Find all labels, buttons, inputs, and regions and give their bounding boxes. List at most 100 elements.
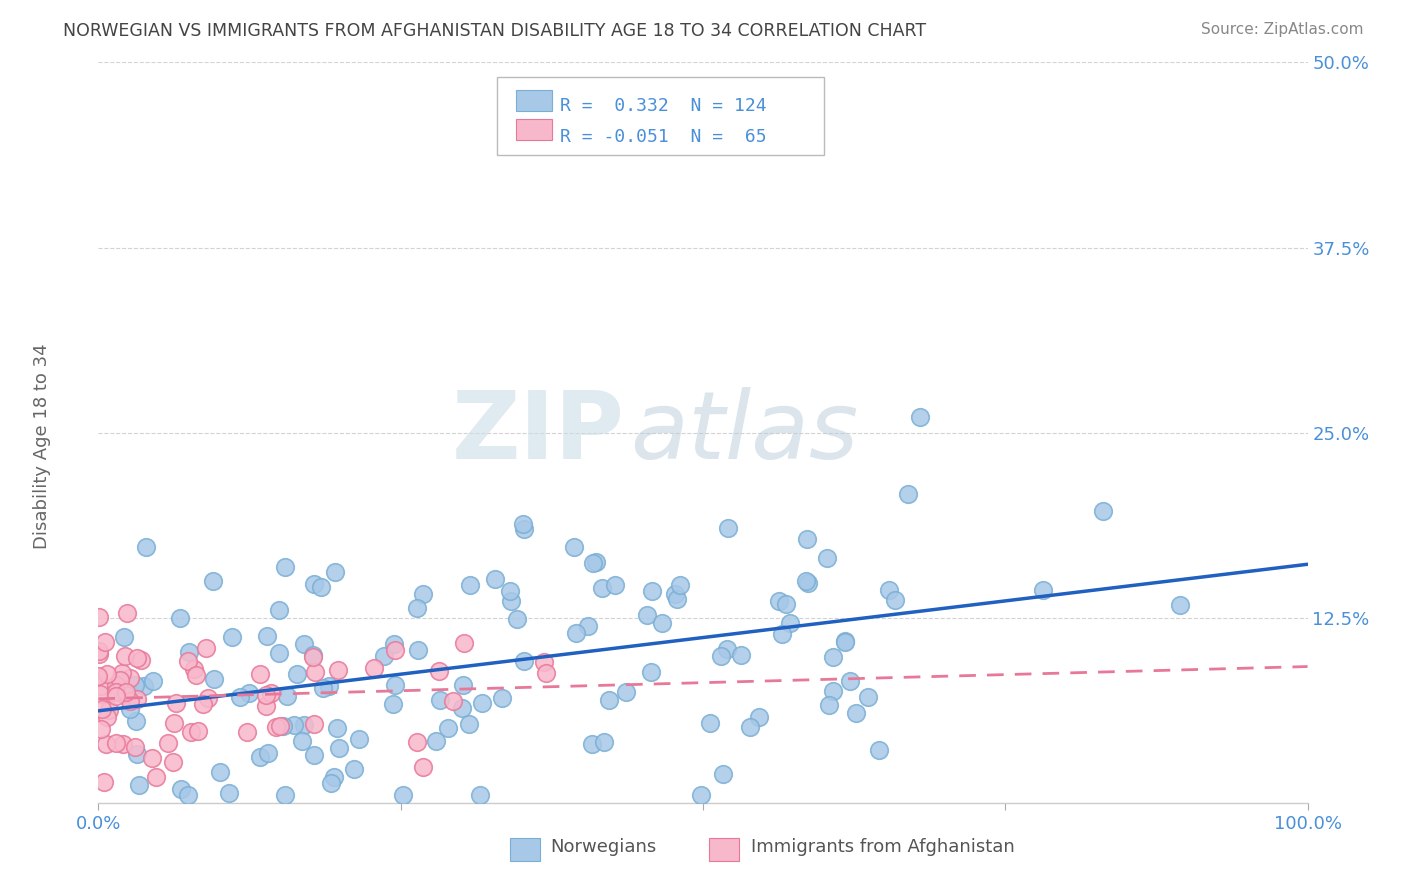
- Point: [125, 714, 148, 728]
- Point: [603, 578, 626, 592]
- Point: [585, 555, 607, 569]
- Point: [93, 775, 115, 789]
- Point: [162, 756, 184, 770]
- Point: [104, 678, 127, 692]
- Point: [405, 601, 427, 615]
- Point: [90, 722, 112, 736]
- Text: ZIP: ZIP: [451, 386, 624, 479]
- Point: [183, 662, 205, 676]
- Point: [815, 551, 838, 566]
- Point: [304, 665, 326, 680]
- Point: [197, 691, 219, 706]
- Point: [668, 578, 690, 592]
- Point: [328, 663, 350, 677]
- Text: atlas: atlas: [630, 387, 859, 478]
- Point: [267, 646, 290, 660]
- Point: [796, 532, 818, 546]
- Point: [666, 592, 689, 607]
- Point: [384, 678, 406, 692]
- Point: [187, 724, 209, 739]
- Point: [450, 701, 472, 715]
- Point: [458, 717, 481, 731]
- FancyBboxPatch shape: [516, 120, 551, 140]
- Text: Immigrants from Afghanistan: Immigrants from Afghanistan: [751, 838, 1015, 856]
- Point: [499, 583, 522, 598]
- Point: [425, 733, 447, 747]
- Point: [89, 644, 111, 658]
- Point: [127, 651, 149, 665]
- Point: [120, 694, 142, 708]
- Point: [135, 540, 157, 554]
- Point: [834, 635, 856, 649]
- Point: [93, 635, 115, 649]
- Point: [406, 643, 429, 657]
- Point: [591, 581, 613, 595]
- Point: [201, 574, 224, 589]
- Point: [412, 587, 434, 601]
- Point: [128, 778, 150, 792]
- Point: [716, 641, 738, 656]
- Point: [256, 630, 278, 644]
- Point: [129, 653, 152, 667]
- Point: [195, 640, 218, 655]
- Point: [429, 693, 451, 707]
- Point: [87, 609, 110, 624]
- Point: [775, 597, 797, 611]
- Point: [96, 666, 118, 681]
- Point: [512, 516, 534, 531]
- Point: [311, 580, 333, 594]
- Point: [664, 587, 686, 601]
- Point: [87, 648, 110, 662]
- Point: [105, 735, 128, 749]
- Point: [177, 789, 200, 803]
- Point: [283, 718, 305, 732]
- Point: [748, 710, 770, 724]
- Point: [302, 649, 325, 664]
- Point: [120, 671, 142, 685]
- Point: [221, 630, 243, 644]
- Point: [581, 737, 603, 751]
- Point: [453, 636, 475, 650]
- Point: [499, 594, 522, 608]
- Point: [302, 748, 325, 763]
- Point: [640, 665, 662, 679]
- Point: [260, 686, 283, 700]
- Point: [1032, 582, 1054, 597]
- Point: [323, 565, 346, 579]
- Point: [326, 721, 349, 735]
- Point: [312, 681, 335, 695]
- Point: [730, 648, 752, 662]
- Point: [391, 789, 413, 803]
- Point: [883, 592, 905, 607]
- Text: Source: ZipAtlas.com: Source: ZipAtlas.com: [1201, 22, 1364, 37]
- Point: [818, 698, 841, 713]
- Point: [797, 576, 820, 591]
- Point: [823, 684, 845, 698]
- Point: [202, 672, 225, 686]
- Point: [460, 578, 482, 592]
- Point: [834, 634, 856, 648]
- Point: [471, 696, 494, 710]
- Text: Disability Age 18 to 34: Disability Age 18 to 34: [34, 343, 51, 549]
- Point: [1168, 599, 1191, 613]
- Point: [562, 541, 585, 555]
- Point: [124, 678, 146, 692]
- Point: [614, 685, 637, 699]
- Point: [405, 734, 427, 748]
- Point: [897, 486, 920, 500]
- Point: [274, 559, 297, 574]
- Text: Norwegians: Norwegians: [551, 838, 657, 856]
- Point: [179, 645, 201, 659]
- Point: [170, 782, 193, 797]
- Point: [302, 577, 325, 591]
- Point: [290, 733, 312, 747]
- Point: [636, 607, 658, 622]
- Point: [285, 666, 308, 681]
- Point: [165, 696, 187, 710]
- Point: [347, 731, 370, 746]
- Point: [89, 687, 111, 701]
- Point: [180, 725, 202, 739]
- Point: [238, 686, 260, 700]
- FancyBboxPatch shape: [516, 90, 551, 111]
- Point: [229, 690, 252, 704]
